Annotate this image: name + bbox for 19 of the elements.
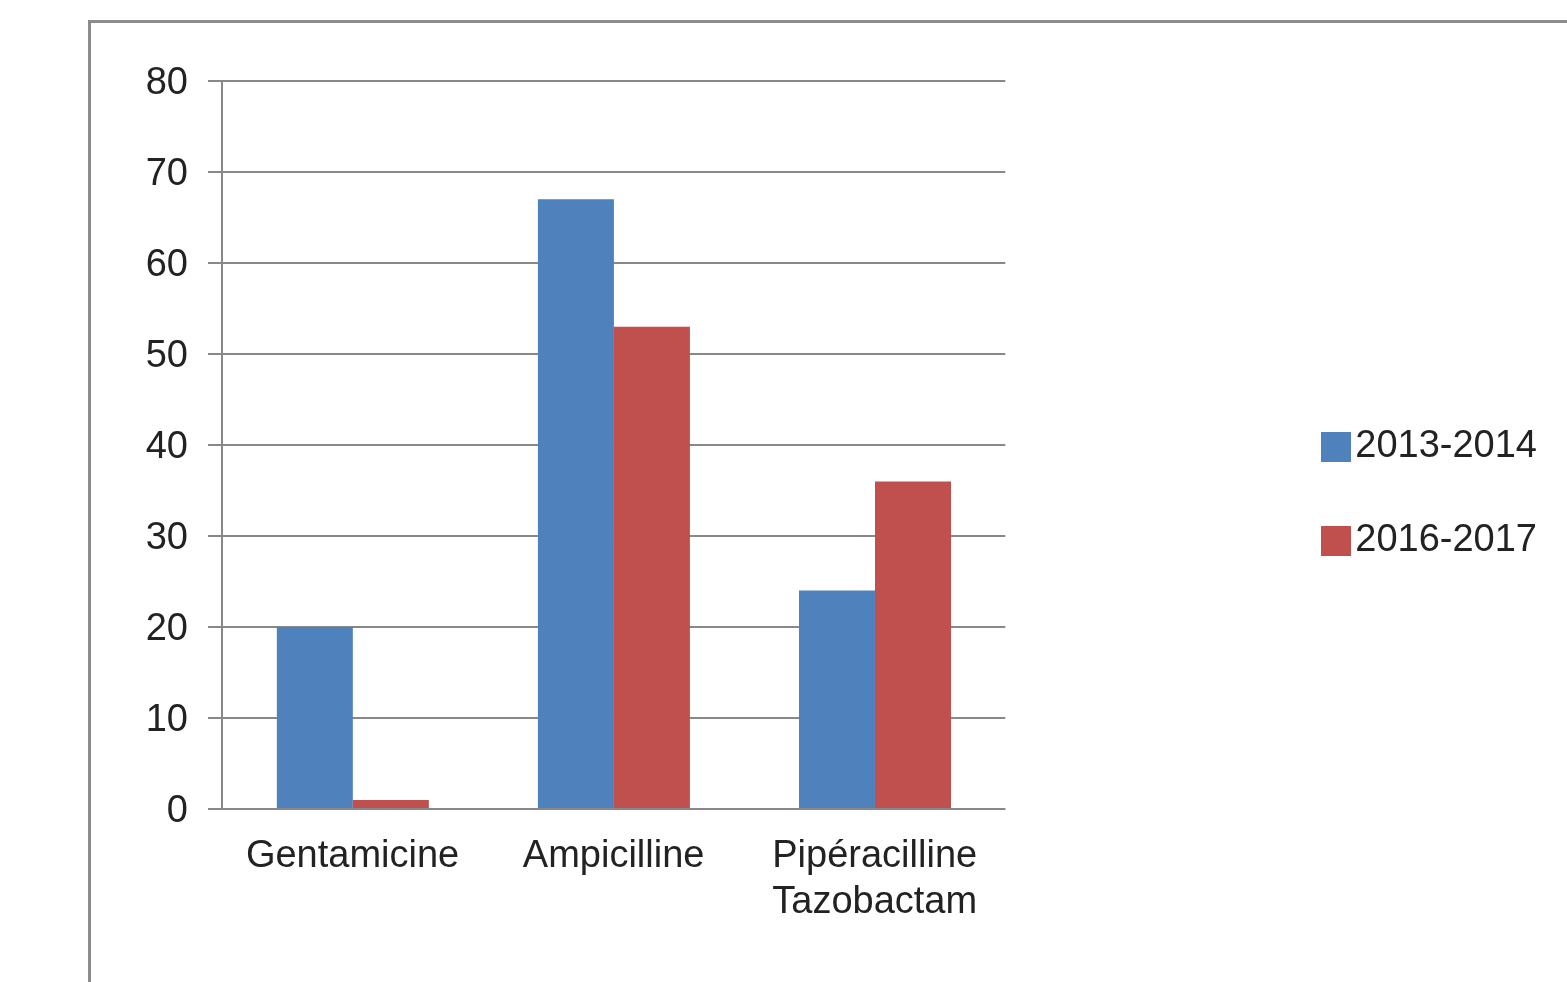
x-tick-label: Ampicilline — [522, 833, 705, 875]
bar — [537, 199, 614, 809]
y-tick-label: 30 — [145, 515, 188, 558]
y-tick-label: 0 — [166, 788, 188, 831]
y-tick-label: 70 — [145, 151, 188, 194]
y-tick-label: 80 — [145, 60, 188, 103]
legend-label: 2016-2017 — [1355, 517, 1537, 559]
y-tick-label: 60 — [145, 242, 188, 285]
bar — [875, 481, 952, 809]
y-tick-label: 40 — [145, 424, 188, 467]
legend-label: 2013-2014 — [1355, 423, 1537, 465]
bar — [276, 627, 353, 809]
x-tick-label: Pipéracilline Tazobactam — [772, 833, 978, 921]
y-tick-label: 10 — [145, 697, 188, 740]
y-tick-label: 50 — [145, 333, 188, 376]
bar — [613, 326, 690, 809]
x-tick-label: Gentamicine — [245, 833, 460, 875]
y-tick-label: 20 — [145, 606, 188, 649]
bar — [799, 590, 876, 809]
